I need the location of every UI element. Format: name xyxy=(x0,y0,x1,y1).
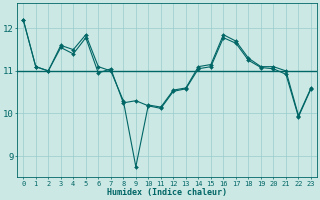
X-axis label: Humidex (Indice chaleur): Humidex (Indice chaleur) xyxy=(107,188,227,197)
